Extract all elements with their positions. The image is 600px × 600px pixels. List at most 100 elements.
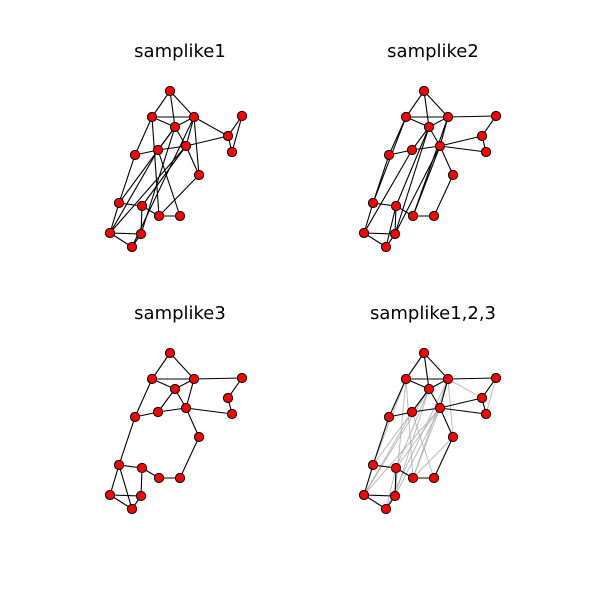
node xyxy=(447,169,459,181)
faint-edge xyxy=(412,407,441,479)
edge xyxy=(231,115,243,153)
edge xyxy=(439,145,487,153)
edge xyxy=(385,205,397,248)
node xyxy=(164,347,176,359)
edge xyxy=(118,126,176,204)
edge xyxy=(439,407,454,438)
edge xyxy=(423,352,449,380)
edge xyxy=(395,126,430,207)
node xyxy=(126,503,138,515)
node xyxy=(490,372,502,384)
node xyxy=(434,140,446,152)
node xyxy=(135,228,147,240)
node xyxy=(490,110,502,122)
node xyxy=(442,373,454,385)
node xyxy=(226,146,238,158)
edge xyxy=(372,416,390,466)
edge xyxy=(109,202,120,234)
node xyxy=(423,383,435,395)
node xyxy=(180,402,192,414)
edge xyxy=(185,145,200,176)
panel-title: samplike3 xyxy=(134,303,226,324)
node xyxy=(169,121,181,133)
faint-edge xyxy=(485,377,497,415)
edge xyxy=(363,494,396,497)
node xyxy=(447,431,459,443)
node xyxy=(400,111,412,123)
faint-edge xyxy=(447,378,483,399)
node xyxy=(146,111,158,123)
edge xyxy=(363,202,374,234)
edge xyxy=(109,494,142,497)
edge xyxy=(423,352,430,390)
node xyxy=(135,490,147,502)
faint-edge xyxy=(385,378,449,510)
faint-edge xyxy=(385,467,397,510)
nodes xyxy=(358,347,502,515)
edge xyxy=(433,436,454,479)
node xyxy=(129,411,141,423)
edge xyxy=(109,464,120,496)
node xyxy=(236,372,248,384)
faint-edge xyxy=(363,388,430,496)
node xyxy=(193,169,205,181)
node xyxy=(174,472,186,484)
node xyxy=(236,110,248,122)
edge xyxy=(169,90,176,128)
edge xyxy=(185,407,200,438)
node xyxy=(153,472,165,484)
node xyxy=(113,197,125,209)
panel-title: samplike2 xyxy=(387,41,479,62)
node xyxy=(129,149,141,161)
edge xyxy=(439,135,483,147)
node xyxy=(226,408,238,420)
node xyxy=(174,210,186,222)
node xyxy=(180,140,192,152)
edge xyxy=(141,145,187,207)
node xyxy=(406,406,418,418)
node xyxy=(383,149,395,161)
edge xyxy=(185,135,229,147)
panel-4: samplike1,2,3 xyxy=(358,303,502,515)
edge xyxy=(405,90,425,118)
node xyxy=(152,406,164,418)
node xyxy=(407,472,419,484)
node xyxy=(383,411,395,423)
edge xyxy=(134,378,153,418)
node xyxy=(406,144,418,156)
faint-edge xyxy=(395,407,441,469)
node xyxy=(146,373,158,385)
node xyxy=(380,503,392,515)
node xyxy=(434,402,446,414)
node xyxy=(104,227,116,239)
node xyxy=(423,121,435,133)
faint-edge xyxy=(394,378,407,497)
node xyxy=(390,200,402,212)
node xyxy=(428,210,440,222)
node xyxy=(389,228,401,240)
faint-edge xyxy=(412,436,454,479)
faint-edges xyxy=(363,377,497,510)
edge xyxy=(394,126,430,235)
node xyxy=(418,347,430,359)
node xyxy=(476,130,488,142)
edge xyxy=(423,90,430,128)
panel-title: samplike1 xyxy=(134,41,226,62)
edge xyxy=(439,397,483,409)
edge xyxy=(363,232,396,235)
edge xyxy=(151,116,160,217)
nodes xyxy=(358,85,502,253)
panels: samplike1 samplike2 samplike3 samplike1,2,3 xyxy=(104,41,502,515)
edge xyxy=(118,416,136,466)
edge xyxy=(158,174,200,217)
node xyxy=(126,241,138,253)
edge xyxy=(169,352,195,380)
panel-1: samplike1 xyxy=(104,41,248,253)
faint-edge xyxy=(395,388,430,469)
panel-title: samplike1,2,3 xyxy=(370,303,496,324)
nodes xyxy=(104,347,248,515)
edge xyxy=(439,407,487,415)
edge xyxy=(109,232,142,235)
node xyxy=(407,210,419,222)
edge xyxy=(109,149,159,234)
